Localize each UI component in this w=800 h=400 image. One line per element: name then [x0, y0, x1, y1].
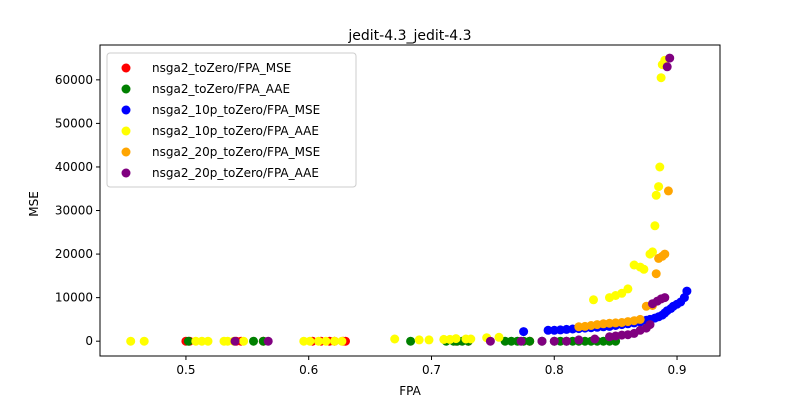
y-tick-label: 20000 [55, 247, 93, 261]
data-point [406, 336, 416, 346]
data-point [230, 336, 240, 346]
data-point [543, 325, 553, 335]
legend-marker [121, 126, 131, 136]
data-point [663, 186, 673, 196]
data-point [537, 336, 547, 346]
y-tick-label: 30000 [55, 204, 93, 218]
data-point [516, 336, 526, 346]
legend-marker [121, 168, 131, 178]
data-point [126, 336, 136, 346]
data-point [321, 336, 331, 346]
series-4 [126, 55, 670, 346]
legend-label: nsga2_toZero/FPA_AAE [152, 82, 290, 96]
y-tick-label: 10000 [55, 291, 93, 305]
data-point [466, 334, 476, 344]
data-point [682, 286, 692, 296]
axes-frame [99, 44, 721, 357]
data-point [651, 269, 661, 279]
series-5 [574, 186, 673, 332]
x-tick-label: 0.5 [176, 363, 195, 377]
axes: 0.5 0.6 0.7 0.8 0.9 0 10000 20000 30000 40000 5000… [55, 44, 721, 377]
legend-marker [121, 105, 131, 115]
series-6 [230, 53, 675, 346]
data-point [519, 327, 529, 337]
data-point [623, 284, 633, 294]
data-point [139, 336, 149, 346]
data-point [337, 336, 347, 346]
data-point [549, 336, 559, 346]
legend-box [106, 52, 357, 188]
legend-label: nsga2_toZero/FPA_MSE [152, 61, 291, 75]
legend-label: nsga2_20p_toZero/FPA_AAE [152, 166, 319, 180]
data-point [249, 336, 258, 346]
data-point [203, 336, 213, 346]
y-axis-label: MSE [27, 191, 41, 217]
y-tick-label: 50000 [55, 116, 93, 130]
data-point [648, 247, 657, 257]
y-tick-label: 40000 [55, 160, 93, 174]
chart-title: jedit-4.3_jedit-4.3 [347, 28, 471, 44]
x-tick-label: 0.8 [545, 363, 564, 377]
data-point [314, 336, 323, 346]
data-point [662, 62, 672, 72]
data-point [656, 73, 666, 83]
data-point [590, 334, 600, 344]
data-point [665, 53, 675, 63]
x-tick-label: 0.6 [299, 363, 318, 377]
data-point [183, 336, 193, 346]
data-point [494, 332, 504, 342]
legend-label: nsga2_20p_toZero/FPA_MSE [152, 145, 320, 159]
x-axis-label: FPA [399, 384, 421, 398]
x-tick-label: 0.9 [667, 363, 686, 377]
data-point [390, 334, 400, 344]
data-point [635, 314, 645, 324]
data-point [562, 336, 571, 346]
data-point [574, 335, 584, 345]
legend-marker [121, 147, 131, 157]
y-tick-label: 0 [85, 334, 93, 348]
data-point [589, 295, 598, 305]
legend-label: nsga2_10p_toZero/FPA_MSE [152, 103, 320, 117]
data-point [525, 336, 535, 346]
data-point [654, 182, 664, 192]
data-point [239, 336, 249, 346]
x-tick-label: 0.7 [422, 363, 441, 377]
data-point [330, 336, 339, 346]
data-point [485, 336, 495, 346]
data-point [639, 264, 649, 274]
data-point [655, 162, 665, 172]
data-point [650, 221, 660, 231]
data-point [424, 335, 434, 345]
data-point [660, 249, 670, 259]
legend: nsga2_toZero/FPA_MSE nsga2_toZero/FPA_AAE… [106, 52, 357, 188]
data-point [645, 320, 655, 330]
legend-label: nsga2_10p_toZero/FPA_AAE [152, 124, 319, 138]
legend-marker [121, 84, 131, 94]
plot-area [126, 53, 692, 346]
data-point [414, 335, 424, 345]
data-point [263, 336, 273, 346]
data-point [660, 293, 670, 303]
data-point [451, 334, 461, 344]
y-tick-label: 60000 [55, 73, 93, 87]
legend-marker [121, 63, 131, 73]
data-point [651, 190, 661, 200]
data-point [305, 336, 315, 346]
